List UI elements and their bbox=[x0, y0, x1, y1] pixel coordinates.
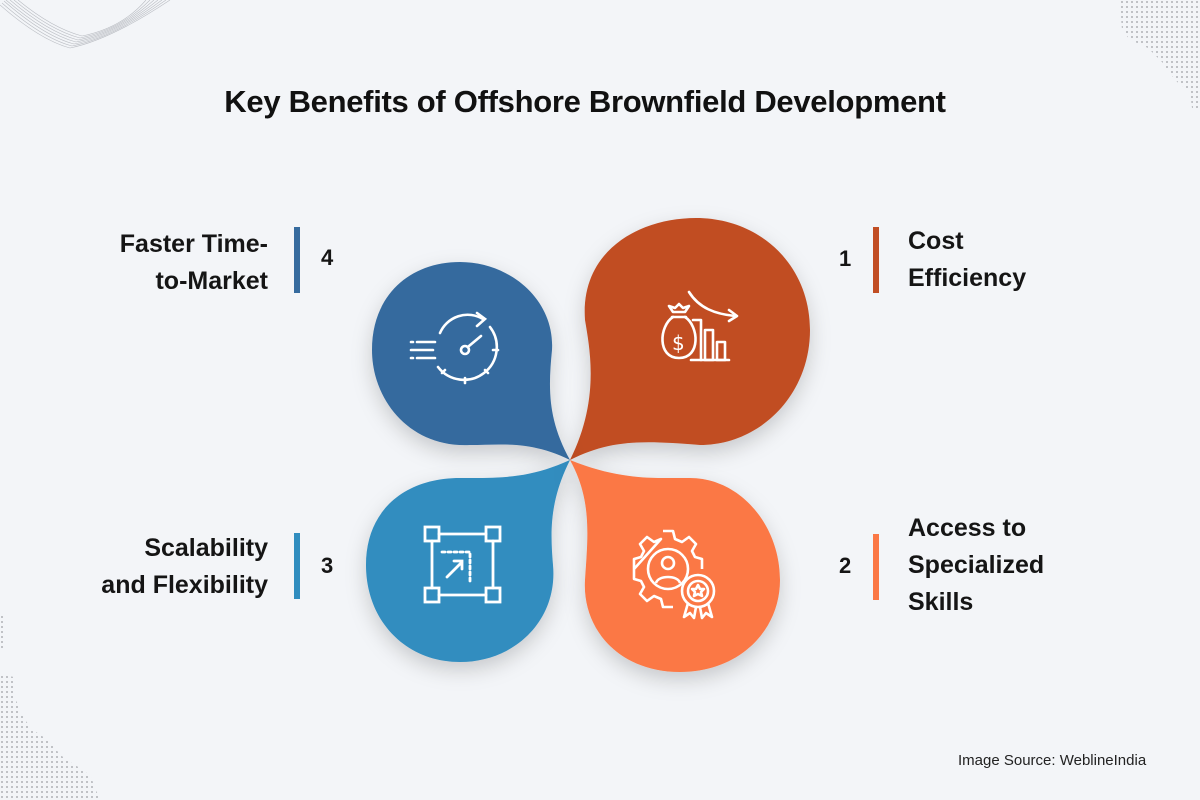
petal-4 bbox=[372, 262, 570, 460]
image-source-credit: Image Source: WeblineIndia bbox=[958, 752, 1147, 769]
petal-1 bbox=[570, 218, 810, 460]
benefit-4-label: Faster Time- to-Market bbox=[119, 230, 268, 295]
benefit-4-bar bbox=[294, 227, 300, 293]
money-bag-declining-chart-icon: $ bbox=[661, 290, 739, 362]
benefit-3-label: Scalability and Flexibility bbox=[101, 534, 268, 599]
wave-lines-decoration bbox=[0, 0, 171, 49]
benefit-2-number: 2 bbox=[839, 553, 852, 578]
dot-pattern-decoration-top-right bbox=[1120, 0, 1200, 110]
gear-person-award-icon bbox=[632, 529, 716, 620]
scale-resize-frame-icon bbox=[423, 525, 502, 604]
petal-3 bbox=[366, 460, 570, 662]
benefit-3-bar bbox=[294, 533, 300, 599]
benefit-2-bar bbox=[873, 534, 879, 600]
svg-text:$: $ bbox=[672, 331, 685, 355]
benefit-2-label: Access to Specialized Skills bbox=[908, 514, 1045, 616]
benefit-1-number: 1 bbox=[839, 246, 852, 271]
benefit-4-number: 4 bbox=[321, 245, 334, 270]
benefit-1-label: Cost Efficiency bbox=[908, 227, 1027, 292]
dot-pattern-decoration-bottom-left bbox=[0, 615, 100, 800]
petal-2 bbox=[570, 460, 780, 672]
fast-stopwatch-icon bbox=[409, 311, 500, 385]
benefit-1-bar bbox=[873, 227, 879, 293]
benefit-3-number: 3 bbox=[321, 553, 334, 578]
page-title: Key Benefits of Offshore Brownfield Deve… bbox=[224, 84, 946, 119]
